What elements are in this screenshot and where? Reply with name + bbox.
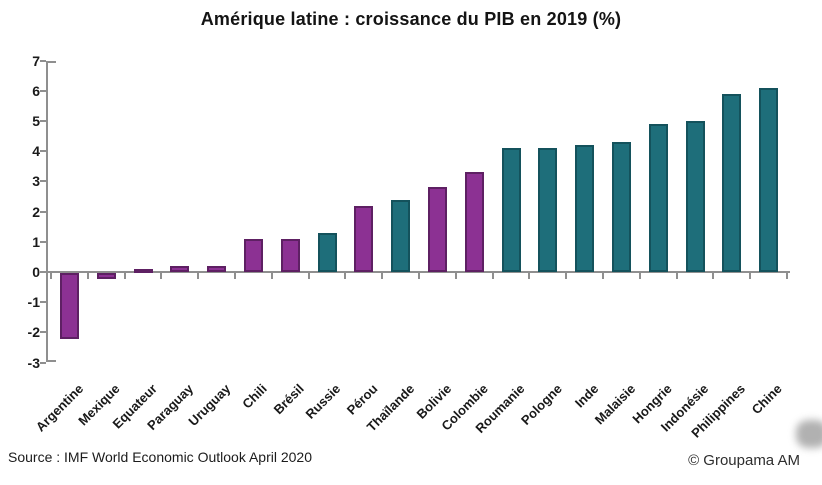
bar <box>648 124 668 272</box>
bar <box>354 205 374 272</box>
x-axis-line <box>46 271 790 273</box>
y-tick-mark <box>40 180 46 183</box>
y-tick-mark <box>40 331 46 334</box>
bar <box>133 268 153 273</box>
x-tick-mark <box>234 273 236 279</box>
x-tick-mark <box>123 273 126 279</box>
x-tick-mark <box>565 273 568 279</box>
x-tick-mark <box>197 273 200 279</box>
copyright-note: © Groupama AM <box>688 452 800 469</box>
bar <box>170 265 190 272</box>
bar <box>501 148 521 272</box>
bar <box>280 238 300 272</box>
y-tick-label: -3 <box>27 354 40 371</box>
bar <box>317 232 337 272</box>
y-tick-mark <box>40 301 46 304</box>
y-tick-label: 5 <box>32 113 40 129</box>
y-tick-mark <box>40 150 46 153</box>
bar <box>759 87 779 272</box>
y-tick-mark <box>40 120 46 122</box>
x-tick-mark <box>749 273 752 279</box>
bar <box>391 199 411 272</box>
bar <box>464 172 484 272</box>
bar <box>207 265 227 272</box>
x-tick-mark <box>344 273 347 279</box>
y-tick-mark <box>40 210 46 213</box>
y-tick-label: 0 <box>32 264 40 280</box>
y-tick-mark <box>40 240 46 243</box>
chart-title: Amérique latine : croissance du PIB en 2… <box>200 9 622 29</box>
y-tick-mark <box>40 89 46 92</box>
y-axis-line <box>46 61 48 362</box>
y-tick-label: -2 <box>27 324 40 341</box>
bar <box>96 273 116 280</box>
x-label-holder: Chine <box>615 380 785 417</box>
y-tick-mark <box>40 361 46 364</box>
x-tick-mark <box>712 273 715 279</box>
blurred-watermark <box>796 420 822 448</box>
bar <box>575 145 595 272</box>
bar <box>685 121 705 272</box>
x-axis-label: Chine <box>749 381 786 418</box>
source-note: Source : IMF World Economic Outlook Apri… <box>8 449 312 465</box>
x-tick-mark <box>528 273 531 279</box>
x-tick-mark <box>160 273 163 279</box>
bar <box>59 273 79 340</box>
y-axis-top-cap <box>46 61 56 63</box>
x-tick-mark <box>638 273 641 279</box>
y-tick-label: 3 <box>32 173 40 190</box>
x-tick-mark <box>381 273 384 279</box>
x-tick-mark <box>270 273 273 279</box>
y-tick-label: -1 <box>27 294 40 311</box>
y-tick-label: 4 <box>32 143 40 160</box>
y-tick-label: 2 <box>32 203 40 220</box>
x-tick-mark <box>454 273 457 279</box>
x-tick-mark <box>602 273 604 279</box>
y-tick-mark <box>40 59 46 62</box>
bar <box>427 187 447 272</box>
bar <box>243 238 263 272</box>
bar <box>611 142 631 272</box>
x-tick-mark <box>491 273 494 279</box>
x-tick-mark <box>418 273 420 279</box>
bar <box>722 93 742 272</box>
bar <box>538 148 558 272</box>
x-tick-mark <box>307 273 310 279</box>
x-tick-mark <box>86 273 89 279</box>
y-tick-mark <box>40 271 46 273</box>
y-tick-label: 6 <box>32 82 40 99</box>
y-tick-label: 1 <box>32 233 40 250</box>
y-axis-bottom-cap <box>46 360 56 362</box>
x-tick-mark <box>50 273 52 279</box>
y-tick-label: 7 <box>32 52 40 69</box>
x-tick-mark <box>786 273 788 279</box>
x-tick-mark <box>675 273 678 279</box>
